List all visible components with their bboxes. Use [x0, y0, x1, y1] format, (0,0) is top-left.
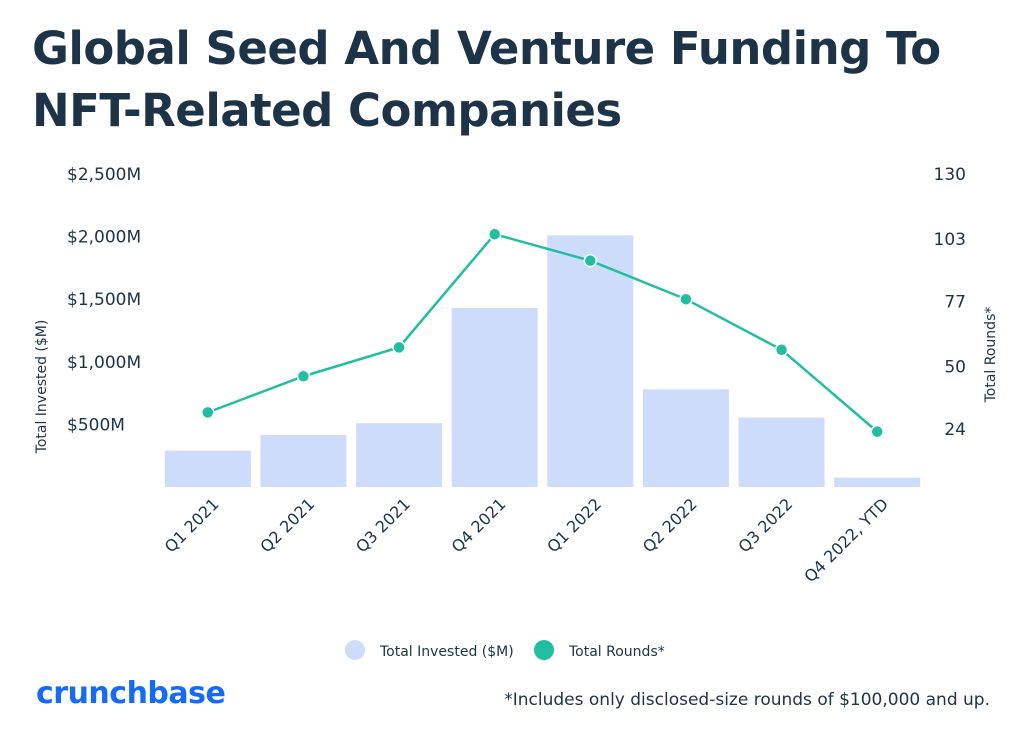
left-tick-label: $500M [67, 415, 125, 435]
footnote: *Includes only disclosed-size rounds of … [504, 690, 990, 710]
rounds-line [207, 232, 879, 433]
left-tick-label: $1,000M [67, 353, 141, 373]
right-tick-label: 50 [944, 358, 966, 378]
right-tick-label: 24 [944, 420, 966, 440]
left-axis-ticks: $500M $1,000M $1,500M $2,000M $2,500M [67, 165, 141, 435]
rounds-point [679, 292, 693, 306]
rounds-point [870, 424, 884, 439]
right-axis-ticks: 24 50 77 103 130 [934, 165, 966, 440]
bar-invested [356, 423, 443, 487]
category-label: Q3 2021 [352, 494, 414, 556]
category-label: Q3 2022 [734, 494, 796, 556]
left-tick-label: $2,500M [67, 165, 141, 185]
chart-title: Global Seed And Venture Funding To NFT-R… [32, 22, 941, 137]
right-tick-label: 77 [944, 293, 966, 313]
rounds-point [487, 227, 502, 241]
right-axis-title: Total Rounds* [983, 307, 999, 404]
left-tick-label: $2,000M [67, 228, 141, 248]
rounds-point [201, 405, 215, 420]
left-tick-label: $1,500M [67, 290, 141, 310]
rounds-point [774, 343, 789, 357]
legend-label-invested: Total Invested ($M) [379, 644, 514, 660]
category-label: Q4 2022, YTD [800, 494, 892, 586]
rounds-point [392, 340, 406, 355]
category-label: Q2 2022 [639, 494, 701, 556]
rounds-point [296, 369, 311, 383]
rounds-line-group [201, 227, 884, 439]
legend: Total Invested ($M) Total Rounds* [345, 640, 665, 660]
legend-label-rounds: Total Rounds* [568, 644, 665, 660]
bar-invested [451, 307, 538, 487]
right-tick-label: 130 [934, 165, 966, 185]
category-label: Q2 2021 [256, 494, 318, 556]
bar-invested [547, 235, 634, 487]
bar-invested [260, 435, 347, 487]
legend-swatch-rounds [534, 640, 554, 660]
right-tick-label: 103 [934, 230, 966, 250]
crunchbase-logo: crunchbase [36, 676, 226, 711]
left-axis-title: Total Invested ($M) [34, 320, 50, 455]
legend-swatch-invested [345, 640, 365, 660]
bar-invested [834, 477, 921, 487]
category-label: Q1 2021 [161, 494, 223, 556]
rounds-point [583, 253, 598, 268]
bars-group [164, 235, 921, 487]
bar-invested [738, 417, 825, 487]
category-label: Q4 2021 [448, 494, 510, 556]
category-labels: Q1 2021 Q2 2021 Q3 2021 Q4 2021 Q1 2022 Q2 20… [161, 494, 892, 586]
bar-invested [164, 450, 251, 487]
category-label: Q1 2022 [543, 494, 605, 556]
bar-invested [642, 389, 729, 487]
